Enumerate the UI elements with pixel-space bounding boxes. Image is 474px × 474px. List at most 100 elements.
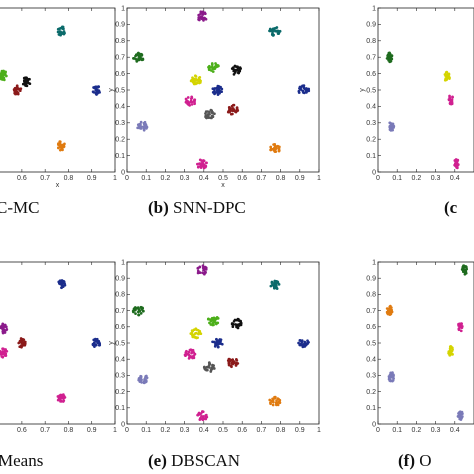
data-point <box>227 105 231 109</box>
y-tick-label: 0.4 <box>366 104 376 111</box>
y-tick-label: 0.3 <box>366 120 376 127</box>
cluster-0 <box>460 264 469 276</box>
x-tick-label: 0.4 <box>199 427 209 434</box>
x-tick-label: 0.7 <box>257 175 267 182</box>
panel-e: 0 0.1 0.2 0.3 0.4 0.5 0.6 0.7 0.8 0.9 100.10.20.30… <box>108 259 321 434</box>
data-point <box>95 85 99 89</box>
cluster-3 <box>21 76 32 88</box>
x-tick-label: 0.1 <box>141 427 151 434</box>
data-point <box>199 332 203 336</box>
panel-b: 0 0.1 0.2 0.3 0.4 0.5 0.6 0.7 0.8 0.9 1 x 0 0.1 0.2 0.3… <box>108 5 321 189</box>
data-point <box>4 70 7 74</box>
cluster-7 <box>226 357 240 369</box>
data-point <box>232 319 236 323</box>
cluster-13 <box>196 158 208 170</box>
data-point <box>183 353 187 357</box>
data-point <box>23 342 26 346</box>
data-point <box>201 271 204 275</box>
data-point <box>273 284 277 287</box>
data-point <box>92 90 96 94</box>
data-point <box>188 101 192 104</box>
data-point <box>462 264 466 268</box>
data-point <box>24 84 27 87</box>
y-tick-label: 0.4 <box>115 104 125 111</box>
data-point <box>231 325 235 329</box>
data-point <box>97 343 101 347</box>
data-point <box>219 338 223 342</box>
data-point <box>58 140 62 144</box>
data-point <box>185 349 188 353</box>
data-point <box>95 337 99 341</box>
data-point <box>61 145 65 149</box>
data-point <box>297 341 300 345</box>
data-point <box>201 415 205 418</box>
cluster-points <box>132 10 311 170</box>
data-point <box>235 109 239 112</box>
y-tick-label: 0.5 <box>115 340 125 347</box>
data-point <box>59 30 62 34</box>
data-point <box>144 124 148 127</box>
data-point <box>3 350 6 354</box>
data-point <box>389 304 392 308</box>
x-tick-label: 0.3 <box>180 175 190 182</box>
data-point <box>138 55 142 58</box>
data-point <box>56 398 60 402</box>
x-tick-label: 0.8 <box>64 175 74 182</box>
data-point <box>217 341 220 344</box>
data-point <box>459 415 463 419</box>
data-point <box>213 345 217 348</box>
data-point <box>1 322 5 326</box>
y-tick-label: 0.1 <box>366 405 376 412</box>
cluster-5 <box>12 84 23 96</box>
data-point <box>136 306 140 309</box>
y-tick-label: 0.8 <box>366 292 376 299</box>
data-point <box>212 367 216 370</box>
cluster-3 <box>189 327 203 340</box>
data-point <box>133 306 137 310</box>
y-tick-label: 0.9 <box>366 22 376 29</box>
data-point <box>463 268 466 272</box>
data-point <box>207 366 211 369</box>
data-point <box>277 30 281 33</box>
data-point <box>204 414 207 417</box>
data-point <box>207 67 211 71</box>
data-point <box>185 100 189 104</box>
data-point <box>235 107 239 110</box>
data-point <box>211 321 215 325</box>
data-point <box>215 91 219 94</box>
data-point <box>307 89 311 93</box>
cluster-4 <box>453 158 460 170</box>
data-point <box>459 329 463 333</box>
data-point <box>190 329 194 333</box>
data-point <box>451 346 454 350</box>
data-point <box>59 400 63 403</box>
cluster-8 <box>184 95 197 107</box>
data-point <box>231 66 235 69</box>
data-point <box>465 267 469 271</box>
data-point <box>465 265 468 269</box>
data-point <box>230 358 234 362</box>
data-point <box>2 326 5 330</box>
x-tick-label: 1 <box>317 175 321 182</box>
data-point <box>204 165 208 168</box>
data-point <box>22 338 26 342</box>
data-point <box>145 380 148 383</box>
x-tick-label: 0 <box>125 175 129 182</box>
data-point <box>237 323 241 327</box>
cluster-1 <box>269 279 281 290</box>
data-point <box>191 356 194 360</box>
data-point <box>450 102 453 106</box>
data-point <box>62 30 66 33</box>
data-point <box>230 322 234 326</box>
x-tick-label: 0.4 <box>450 175 460 182</box>
cluster-points <box>385 51 460 170</box>
data-point <box>218 86 222 90</box>
data-point <box>139 312 143 315</box>
data-point <box>20 340 23 344</box>
data-point <box>93 345 96 349</box>
x-tick-label: 0.2 <box>161 427 171 434</box>
data-point <box>138 380 142 384</box>
data-point <box>191 334 194 337</box>
data-point <box>194 75 198 78</box>
data-point <box>131 309 135 313</box>
